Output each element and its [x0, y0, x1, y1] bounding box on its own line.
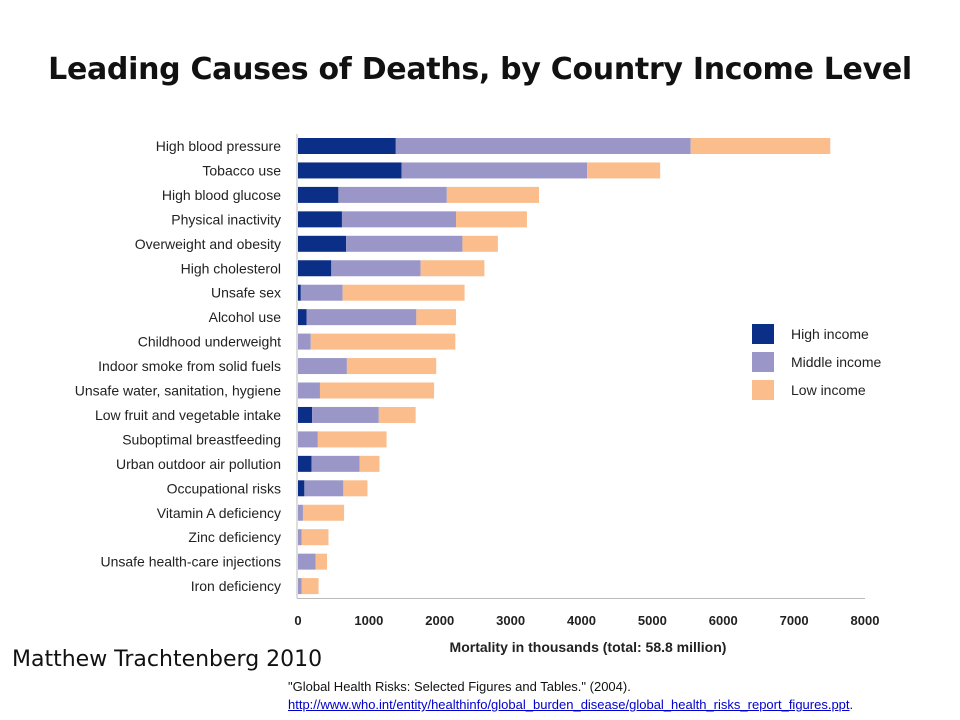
category-labels: High blood pressure Tobacco use High blood… — [75, 138, 281, 594]
bar-occupational-risks-high-income — [298, 480, 305, 497]
bar-unsafe-water-sanitation-hygiene-middle-income — [298, 382, 320, 399]
bar-zinc-deficiency-low-income — [301, 529, 329, 546]
category-label: Tobacco use — [202, 162, 281, 178]
bar-high-blood-pressure-low-income — [690, 138, 831, 154]
category-label: High blood pressure — [156, 138, 282, 154]
bar-overweight-and-obesity-low-income — [462, 235, 498, 252]
bar-urban-outdoor-air-pollution-high-income — [298, 455, 312, 472]
x-tick-label: 7000 — [780, 613, 809, 628]
source-link-line: http://www.who.int/entity/healthinfo/glo… — [288, 696, 853, 714]
bar-unsafe-sex-low-income — [342, 284, 465, 301]
bar-low-fruit-and-vegetable-intake-high-income — [298, 406, 313, 423]
bar-overweight-and-obesity-middle-income — [346, 235, 463, 252]
category-label: Suboptimal breastfeeding — [122, 431, 281, 447]
bar-occupational-risks-low-income — [343, 480, 368, 497]
x-tick-label: 0 — [294, 613, 301, 628]
bar-iron-deficiency-middle-income — [298, 578, 302, 595]
source-trailing: . — [849, 697, 854, 712]
legend-swatch-low-income — [752, 380, 774, 400]
category-label: Physical inactivity — [171, 211, 281, 227]
bar-physical-inactivity-high-income — [298, 211, 342, 228]
bar-overweight-and-obesity-high-income — [298, 235, 347, 252]
author-credit: Matthew Trachtenberg 2010 — [12, 647, 323, 672]
category-label: Vitamin A deficiency — [157, 505, 281, 521]
legend-label-low-income: Low income — [791, 382, 866, 398]
x-tick-label: 6000 — [709, 613, 738, 628]
bar-high-blood-glucose-low-income — [446, 186, 539, 203]
page-title: Leading Causes of Deaths, by Country Inc… — [48, 52, 912, 87]
stacked-bar-chart: High blood pressure Tobacco use High blood… — [75, 134, 881, 655]
x-tick-label: 4000 — [567, 613, 596, 628]
bar-vitamin-a-deficiency-middle-income — [298, 504, 303, 521]
bar-urban-outdoor-air-pollution-middle-income — [311, 455, 360, 472]
legend-label-high-income: High income — [791, 326, 869, 342]
category-label: Unsafe sex — [211, 285, 281, 301]
x-axis-label: Mortality in thousands (total: 58.8 mill… — [450, 639, 727, 655]
bar-indoor-smoke-from-solid-fuels-middle-income — [298, 358, 347, 375]
bar-tobacco-use-middle-income — [401, 162, 588, 179]
bar-physical-inactivity-middle-income — [341, 211, 457, 228]
category-label: Alcohol use — [209, 309, 282, 325]
bar-suboptimal-breastfeeding-middle-income — [298, 431, 318, 448]
bar-low-fruit-and-vegetable-intake-low-income — [378, 406, 416, 423]
source-citation: "Global Health Risks: Selected Figures a… — [288, 678, 853, 714]
category-label: High blood glucose — [162, 187, 281, 203]
bar-high-blood-glucose-middle-income — [338, 186, 447, 203]
category-label: Unsafe health-care injections — [100, 554, 281, 570]
category-label: Low fruit and vegetable intake — [95, 407, 281, 423]
x-tick-label: 2000 — [425, 613, 454, 628]
category-label: Urban outdoor air pollution — [116, 456, 281, 472]
source-link[interactable]: http://www.who.int/entity/healthinfo/glo… — [288, 697, 850, 712]
x-tick-label: 1000 — [354, 613, 383, 628]
bar-high-cholesterol-high-income — [298, 260, 332, 277]
category-label: Childhood underweight — [138, 334, 281, 350]
bar-low-fruit-and-vegetable-intake-middle-income — [312, 406, 379, 423]
x-tick-label: 3000 — [496, 613, 525, 628]
bar-high-blood-pressure-high-income — [298, 138, 396, 154]
bar-occupational-risks-middle-income — [304, 480, 344, 497]
x-tick-label: 5000 — [638, 613, 667, 628]
bar-alcohol-use-low-income — [416, 309, 457, 326]
category-label: Unsafe water, sanitation, hygiene — [75, 383, 281, 399]
category-label: Overweight and obesity — [135, 236, 281, 252]
bar-physical-inactivity-low-income — [456, 211, 527, 228]
x-tick-labels: 0 1000 2000 3000 4000 5000 6000 7000 8000 — [294, 613, 879, 628]
category-label: Zinc deficiency — [188, 529, 281, 545]
source-text: "Global Health Risks: Selected Figures a… — [288, 679, 631, 694]
bar-group — [298, 138, 831, 595]
category-label: Occupational risks — [167, 480, 281, 496]
bar-childhood-underweight-low-income — [310, 333, 456, 350]
bar-urban-outdoor-air-pollution-low-income — [359, 455, 380, 472]
bar-high-cholesterol-low-income — [420, 260, 485, 277]
bar-tobacco-use-low-income — [587, 162, 661, 179]
x-tick-label: 8000 — [851, 613, 880, 628]
category-label: Indoor smoke from solid fuels — [98, 358, 281, 374]
bar-unsafe-health-care-injections-middle-income — [298, 553, 316, 570]
bar-tobacco-use-high-income — [298, 162, 402, 179]
legend-swatch-high-income — [752, 324, 774, 344]
bar-high-cholesterol-middle-income — [331, 260, 421, 277]
bar-zinc-deficiency-middle-income — [298, 529, 302, 546]
bar-vitamin-a-deficiency-low-income — [302, 504, 345, 521]
category-label: High cholesterol — [181, 260, 281, 276]
bar-unsafe-sex-middle-income — [300, 284, 343, 301]
legend: High income Middle income Low income — [752, 324, 881, 400]
bar-iron-deficiency-low-income — [301, 578, 319, 595]
bar-childhood-underweight-middle-income — [298, 333, 311, 350]
bar-alcohol-use-high-income — [298, 309, 307, 326]
bar-high-blood-pressure-middle-income — [395, 138, 691, 154]
bar-indoor-smoke-from-solid-fuels-low-income — [346, 358, 437, 375]
legend-swatch-middle-income — [752, 352, 774, 372]
bar-unsafe-sex-high-income — [298, 284, 301, 301]
bar-high-blood-glucose-high-income — [298, 186, 339, 203]
bar-alcohol-use-middle-income — [306, 309, 417, 326]
bar-suboptimal-breastfeeding-low-income — [317, 431, 387, 448]
category-label: Iron deficiency — [191, 578, 281, 594]
bar-unsafe-water-sanitation-hygiene-low-income — [319, 382, 435, 399]
bar-unsafe-health-care-injections-low-income — [315, 553, 328, 570]
legend-label-middle-income: Middle income — [791, 354, 881, 370]
